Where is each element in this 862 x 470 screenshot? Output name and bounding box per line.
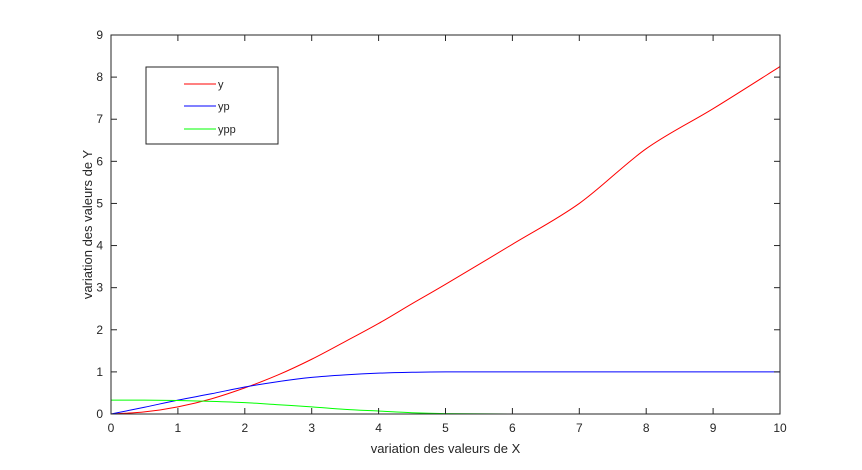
x-axis: 0 1 2 3 4 5 6 7 8 9 10: [108, 35, 787, 435]
y-tick-label: 1: [96, 365, 103, 379]
x-tick-label: 4: [375, 421, 382, 435]
legend-label-yp: yp: [218, 101, 230, 113]
y-axis-label: variation des valeurs de Y: [80, 150, 95, 300]
x-axis-label: variation des valeurs de X: [371, 441, 521, 456]
x-tick-label: 2: [241, 421, 248, 435]
x-tick-label: 9: [710, 421, 717, 435]
y-tick-label: 6: [96, 154, 103, 168]
y-tick-label: 3: [96, 281, 103, 295]
x-tick-label: 1: [175, 421, 182, 435]
legend: y yp ypp: [145, 66, 279, 145]
x-tick-label: 0: [108, 421, 115, 435]
y-tick-label: 8: [96, 70, 103, 84]
x-tick-label: 7: [576, 421, 583, 435]
x-tick-label: 8: [643, 421, 650, 435]
x-tick-label: 10: [773, 421, 787, 435]
y-tick-label: 7: [96, 112, 103, 126]
y-tick-label: 4: [96, 239, 103, 253]
y-tick-label: 5: [96, 196, 103, 210]
series-line-yp: [110, 371, 780, 415]
legend-label-y: y: [218, 79, 224, 91]
x-tick-label: 3: [308, 421, 315, 435]
y-tick-label: 0: [96, 407, 103, 421]
x-tick-label: 6: [509, 421, 516, 435]
x-tick-label: 5: [442, 421, 449, 435]
y-tick-label: 9: [96, 28, 103, 42]
y-axis: 0 1 2 3 4 5 6 7 8 9: [96, 28, 780, 421]
y-tick-label: 2: [96, 323, 103, 337]
legend-label-ypp: ypp: [218, 124, 236, 136]
series-line-y: [110, 66, 781, 415]
